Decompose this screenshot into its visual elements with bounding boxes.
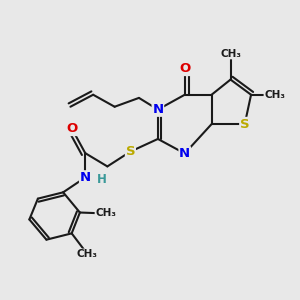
Text: S: S	[126, 145, 135, 158]
Text: N: N	[152, 103, 164, 116]
Text: H: H	[97, 172, 107, 186]
Text: CH₃: CH₃	[264, 90, 285, 100]
Text: O: O	[66, 122, 78, 135]
Text: CH₃: CH₃	[77, 249, 98, 259]
Text: S: S	[240, 118, 250, 130]
Text: CH₃: CH₃	[95, 208, 116, 218]
Text: O: O	[179, 62, 190, 75]
Text: N: N	[179, 147, 190, 160]
Text: CH₃: CH₃	[220, 49, 241, 59]
Text: N: N	[80, 171, 91, 184]
